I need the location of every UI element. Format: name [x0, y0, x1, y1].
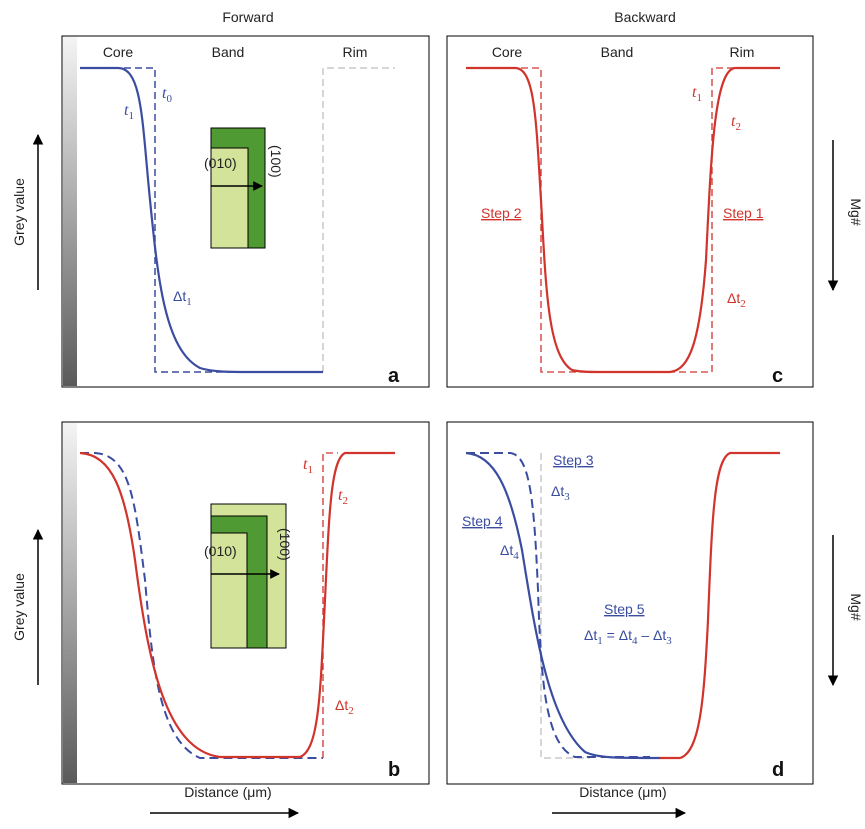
rim-profile [660, 451, 780, 760]
grey-value-label: Grey value [11, 573, 27, 641]
label-delta-t3: Δt3 [551, 483, 570, 503]
step-4-label: Step 4 [462, 513, 503, 529]
rim-step-profile [322, 67, 395, 372]
step-3-label: Step 3 [553, 452, 594, 468]
equation-label: Δt1 = Δt4 – Δt3 [584, 627, 672, 647]
label-t1: t1 [124, 102, 134, 122]
panel-letter: c [772, 365, 783, 387]
zone-core-label: Core [492, 44, 523, 60]
zone-rim-label: Rim [343, 44, 368, 60]
panel-b: t1 t2 Δt2 (010) (100) b [61, 421, 430, 785]
distance-label: Distance (μm) [579, 784, 666, 800]
distance-axis-right: Distance (μm) [552, 784, 687, 819]
zone-band-label: Band [212, 44, 245, 60]
panel-letter: a [388, 365, 400, 387]
forward-profile-dashed [80, 452, 323, 759]
mg-number-label: Mg# [848, 198, 864, 225]
crystal-inset: (010) (100) [204, 503, 293, 649]
label-t1: t1 [303, 456, 313, 476]
face-100-label: (100) [277, 528, 293, 561]
diffused-profile-t1 [80, 66, 323, 374]
face-010-label: (010) [204, 543, 237, 559]
grey-value-axis-bottom: Grey value [11, 528, 44, 685]
zone-rim-label: Rim [730, 44, 755, 60]
mg-number-label: Mg# [848, 593, 864, 620]
grey-value-axis-top: Grey value [11, 133, 44, 290]
label-t0: t0 [162, 85, 172, 105]
crystal-inset: (010) (100) [204, 127, 284, 249]
step-2-label: Step 2 [481, 205, 522, 221]
header-forward: Forward [222, 9, 273, 25]
panel-d: Step 3 Δt3 Step 4 Δt4 Step 5 Δt1 = Δt4 –… [446, 421, 814, 785]
panel-letter: d [772, 759, 784, 781]
diffused-profile [79, 451, 395, 759]
grey-value-label: Grey value [11, 178, 27, 246]
label-delta-t4: Δt4 [500, 542, 519, 562]
label-delta-t1: Δt1 [173, 288, 192, 308]
profile-step-3 [466, 452, 650, 758]
face-100-label: (100) [268, 145, 284, 178]
step-5-label: Step 5 [604, 601, 645, 617]
mg-axis-top: Mg# [827, 140, 864, 292]
panel-a: Core Band Rim t0 t1 Δt1 (010) (100) a [61, 35, 430, 388]
label-delta-t2: Δt2 [727, 290, 746, 310]
profile-step-4 [465, 451, 661, 760]
distance-label: Distance (μm) [184, 784, 271, 800]
label-t1: t1 [692, 84, 702, 104]
grey-scale-bar [63, 37, 77, 386]
distance-axis-left: Distance (μm) [150, 784, 300, 819]
panel-c: Core Band Rim t1 t2 Step 2 Step 1 Δt2 c [446, 35, 814, 388]
panel-letter: b [388, 759, 400, 781]
initial-step-profile [540, 453, 590, 759]
grey-scale-bar [63, 423, 77, 783]
zone-core-label: Core [103, 44, 134, 60]
label-t2: t2 [731, 113, 741, 133]
zone-band-label: Band [601, 44, 634, 60]
face-010-label: (010) [204, 155, 237, 171]
step-1-label: Step 1 [723, 205, 764, 221]
header-backward: Backward [614, 9, 675, 25]
diffused-profile [466, 66, 780, 374]
mg-axis-bottom: Mg# [827, 535, 864, 687]
label-t2: t2 [338, 487, 348, 507]
label-delta-t2: Δt2 [335, 697, 354, 717]
